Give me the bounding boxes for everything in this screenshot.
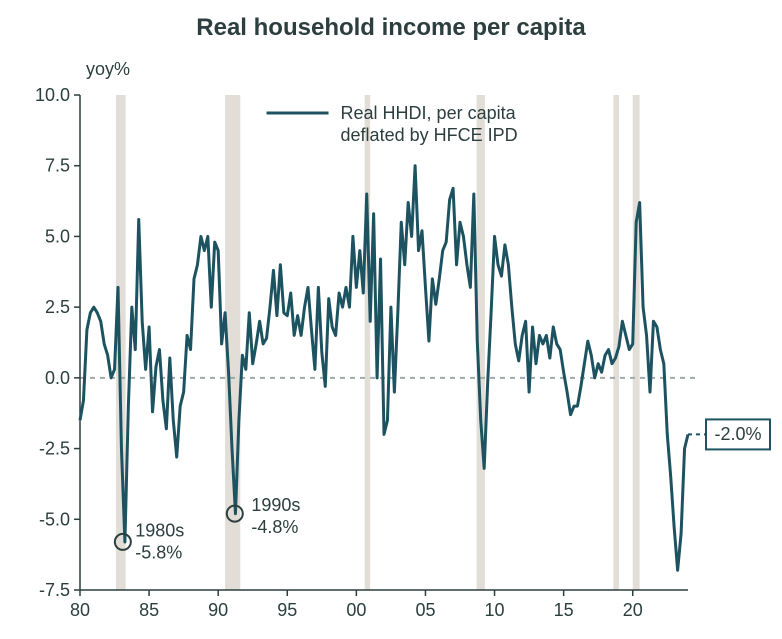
y-tick-label: -5.0 [39,509,70,529]
y-tick-label: 2.5 [45,297,70,317]
y-tick-label: -2.5 [39,439,70,459]
y-tick-label: -7.5 [39,580,70,600]
chart-container: Real household income per capita yoy% -7.5… [0,0,782,639]
callout-value: -2.0% [714,424,761,444]
x-tick-label: 10 [485,600,505,620]
x-tick-label: 85 [139,600,159,620]
y-tick-label: 7.5 [45,156,70,176]
annotation-label: -5.8% [135,542,182,562]
y-tick-label: 10.0 [35,85,70,105]
x-tick-label: 20 [623,600,643,620]
y-axis-label: yoy% [86,59,130,79]
annotation-label: -4.8% [251,517,298,537]
x-tick-label: 00 [346,600,366,620]
x-tick-label: 95 [277,600,297,620]
x-tick-label: 05 [415,600,435,620]
x-tick-label: 15 [554,600,574,620]
legend-label: Real HHDI, per capita [341,103,517,123]
legend-label: deflated by HFCE IPD [341,125,518,145]
y-tick-label: 5.0 [45,226,70,246]
y-tick-label: 0.0 [45,368,70,388]
annotation-label: 1990s [251,495,300,515]
chart-title: Real household income per capita [196,14,586,41]
chart-svg: Real household income per capita yoy% -7.5… [0,0,782,639]
recession-band [365,95,371,590]
annotation-label: 1980s [135,520,184,540]
x-tick-label: 80 [70,600,90,620]
x-tick-label: 90 [208,600,228,620]
